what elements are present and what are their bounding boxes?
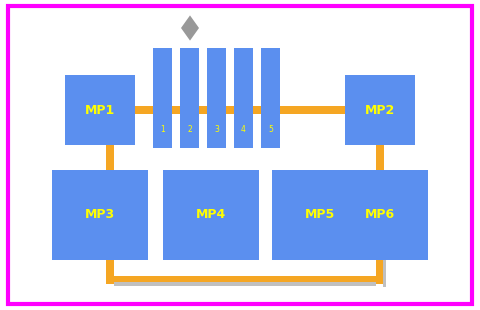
Bar [376,145,384,170]
Bar [153,48,172,148]
Bar [114,282,376,286]
Bar [207,48,226,148]
Bar [376,260,384,283]
Text: MP4: MP4 [196,209,226,222]
Text: MP2: MP2 [365,104,395,117]
Text: 3: 3 [214,126,219,135]
Bar [100,106,380,114]
Bar [261,48,280,148]
Text: 1: 1 [160,126,165,135]
Bar [106,260,114,283]
Polygon shape [181,16,199,41]
Bar [234,48,253,148]
Text: 4: 4 [241,126,246,135]
Text: 5: 5 [268,126,273,135]
Bar [272,170,368,260]
Bar [65,75,135,145]
Text: 2: 2 [187,126,192,135]
Bar [345,75,415,145]
Bar [163,170,259,260]
Bar [332,170,428,260]
Text: MP3: MP3 [85,209,115,222]
Bar [106,276,384,284]
Bar [383,260,386,287]
Text: MP5: MP5 [305,209,335,222]
Bar [52,170,148,260]
Text: MP6: MP6 [365,209,395,222]
Bar [180,48,199,148]
Text: MP1: MP1 [85,104,115,117]
Bar [106,145,114,170]
